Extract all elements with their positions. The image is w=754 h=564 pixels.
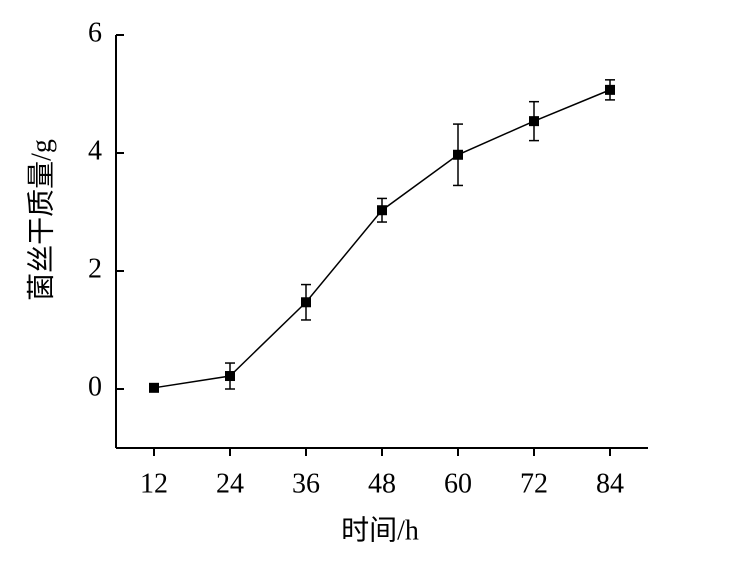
y-tick-label: 6 <box>88 17 102 48</box>
marker <box>377 205 387 216</box>
x-tick-label: 72 <box>520 468 548 499</box>
x-tick-label: 84 <box>596 468 624 499</box>
marker <box>453 149 463 160</box>
line <box>153 89 611 389</box>
marker <box>605 84 615 95</box>
marker <box>225 371 235 382</box>
x-tick-label: 48 <box>368 468 396 499</box>
y-tick-label: 2 <box>88 253 102 284</box>
x-tick-label: 24 <box>216 468 244 499</box>
x-axis-label: 时间/h <box>341 514 419 546</box>
y-tick-label: 0 <box>88 371 102 402</box>
y-axis-label: 菌丝干质量/g <box>25 139 57 301</box>
marker <box>149 382 159 393</box>
x-tick-label: 12 <box>140 468 168 499</box>
y-tick-label: 4 <box>88 135 102 166</box>
x-tick-label: 60 <box>444 468 472 499</box>
marker <box>529 116 539 127</box>
marker <box>301 297 311 308</box>
x-tick-label: 36 <box>292 468 320 499</box>
